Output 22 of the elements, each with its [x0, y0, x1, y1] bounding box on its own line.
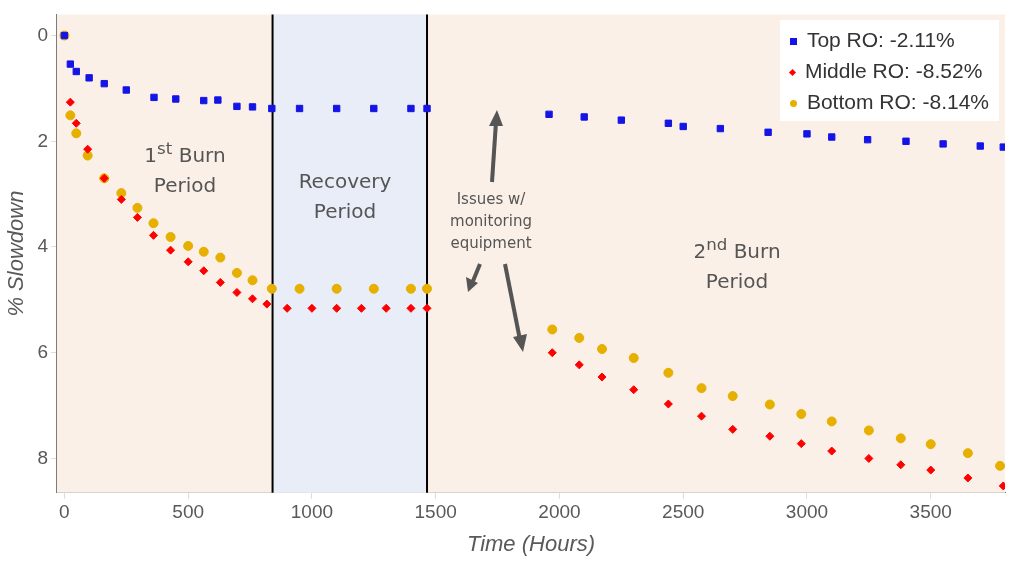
x-axis-title: Time (Hours)	[466, 530, 596, 556]
legend-label: Top RO: -2.11%	[806, 28, 955, 52]
legend-label: Bottom RO: -8.14%	[806, 90, 989, 114]
annotation: 2$^{nd}$ Burn Period	[692, 234, 782, 295]
annotation: Recovery Period	[297, 168, 393, 225]
x-tick-label: 1500	[414, 501, 457, 523]
x-tick-label: 500	[172, 501, 205, 523]
x-tick-label: 3000	[785, 501, 829, 523]
y-tick-label: 0	[37, 23, 48, 45]
x-tick-label: 3500	[909, 501, 952, 523]
y-tick-label: 2	[37, 129, 48, 151]
x-tick-label: 1000	[290, 501, 334, 523]
y-axis-title: % Slowdown	[3, 190, 29, 317]
x-tick-label: 2000	[538, 501, 581, 523]
y-tick-label: 4	[37, 235, 49, 257]
y-tick-label: 6	[37, 340, 48, 362]
annotation: 1$^{st}$ Burn Period	[143, 138, 227, 199]
legend-label: Middle RO: -8.52%	[804, 59, 983, 83]
x-tick-label: 2500	[662, 501, 705, 523]
x-tick-label: 0	[59, 501, 70, 523]
y-tick-label: 8	[37, 446, 48, 468]
annotation: Issues w/ monitoring equipment	[449, 189, 533, 254]
